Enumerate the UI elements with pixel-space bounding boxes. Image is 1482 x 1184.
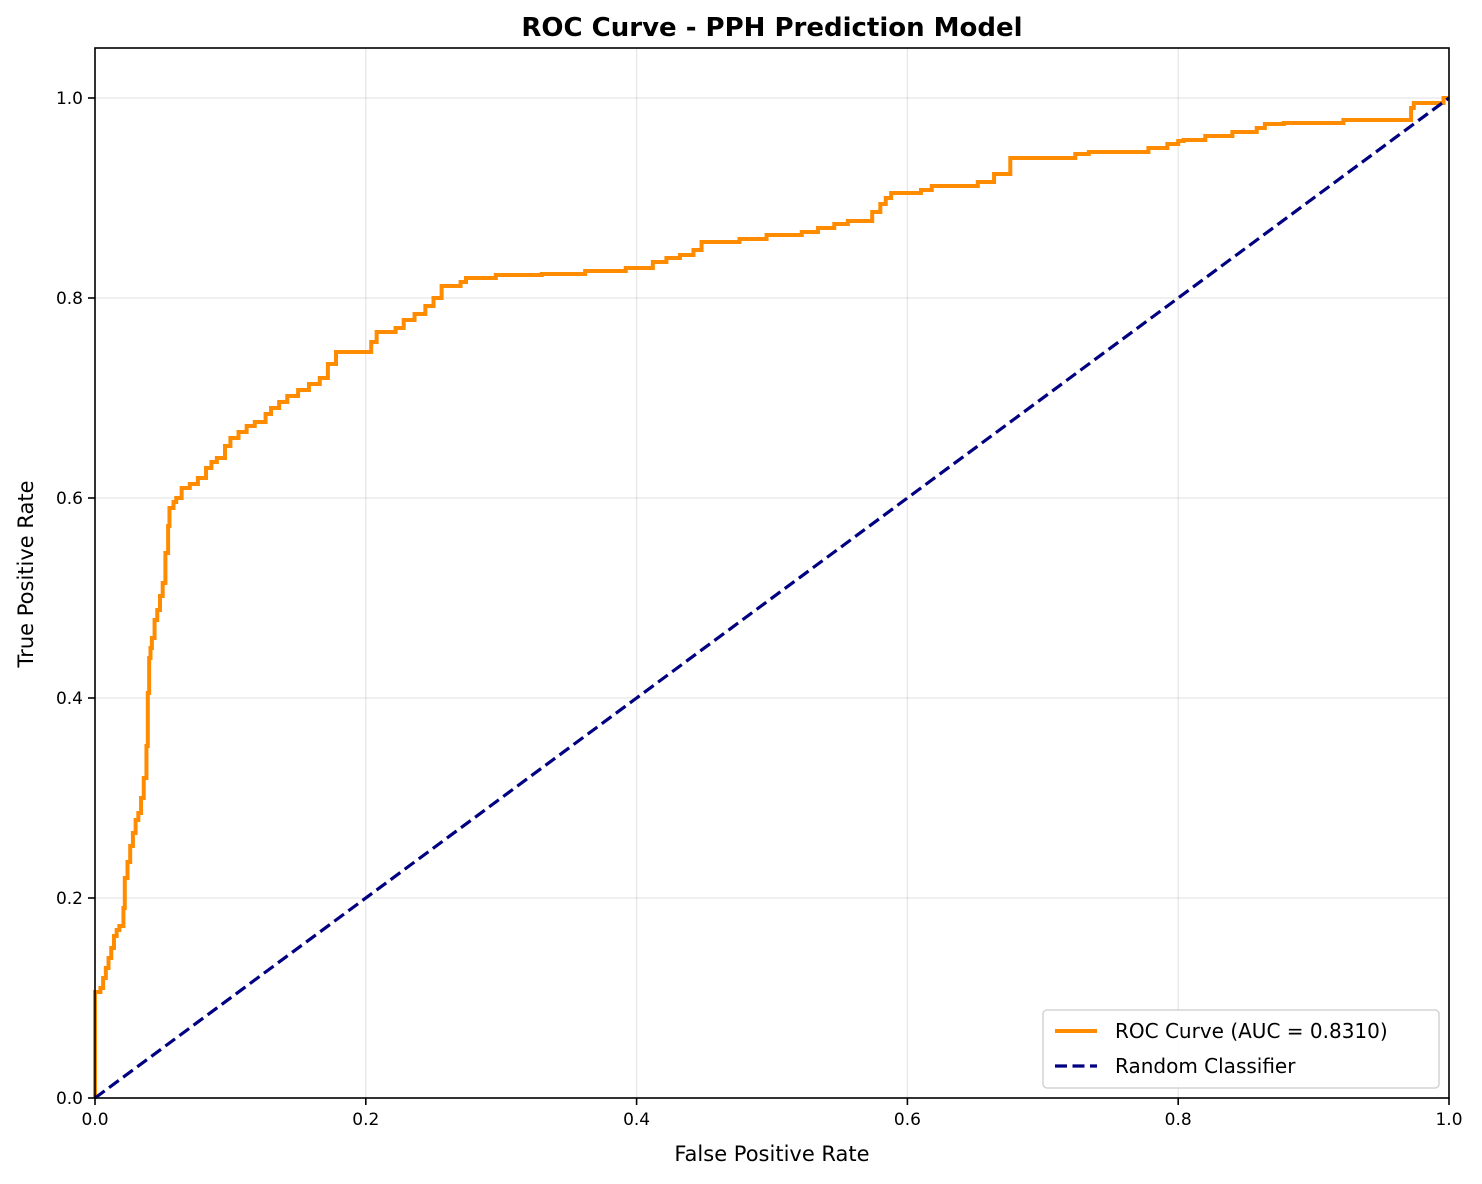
tick-layer: 0.0 0.2 0.4 0.6 0.8 1.0 0.0 0.2 0.4 0.6 0.8 1.0: [56, 89, 1463, 1130]
y-tick-label: 1.0: [56, 89, 83, 109]
x-tick-label: 1.0: [1435, 1110, 1462, 1130]
series-layer: [93, 96, 1450, 1100]
y-tick-label: 0.2: [56, 889, 83, 909]
random-classifier-line: [94, 96, 1450, 1100]
legend-entry-label: Random Classifier: [1115, 1054, 1296, 1078]
y-tick-label: 0.4: [56, 689, 83, 709]
x-tick-label: 0.4: [623, 1110, 650, 1130]
chart-title: ROC Curve - PPH Prediction Model: [521, 13, 1022, 43]
plot-frame: [94, 47, 1450, 1099]
y-tick-label: 0.8: [56, 289, 83, 309]
x-tick-label: 0.8: [1165, 1110, 1192, 1130]
legend: ROC Curve (AUC = 0.8310) Random Classifie…: [1042, 1009, 1440, 1089]
x-tick-label: 0.0: [81, 1110, 108, 1130]
legend-entry-label: ROC Curve (AUC = 0.8310): [1115, 1019, 1388, 1043]
y-axis-label: True Positive Rate: [14, 480, 38, 668]
x-axis-label: False Positive Rate: [674, 1142, 869, 1166]
legend-box: [1042, 1009, 1440, 1089]
y-tick-label: 0.6: [56, 489, 83, 509]
x-tick-label: 0.2: [352, 1110, 379, 1130]
grid-layer: [94, 48, 1450, 1099]
x-tick-label: 0.6: [894, 1110, 921, 1130]
y-tick-label: 0.0: [56, 1089, 83, 1109]
roc-curve-line: [93, 96, 1449, 1098]
